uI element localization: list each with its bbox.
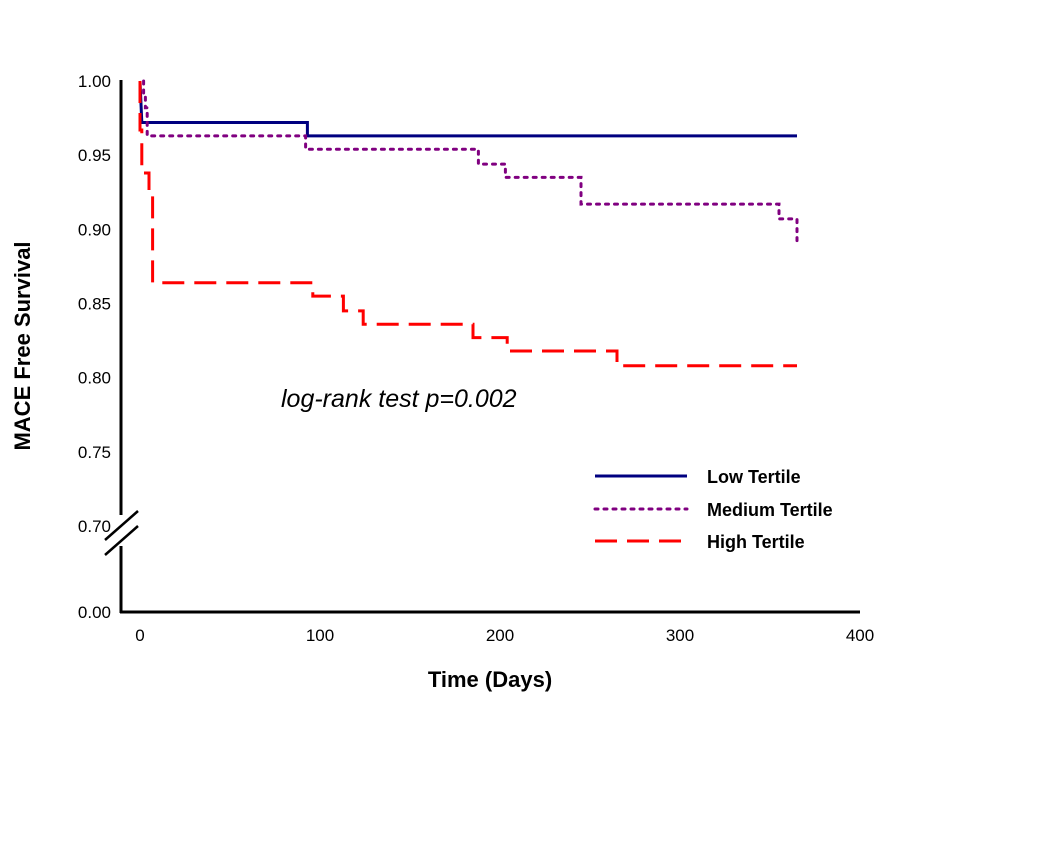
x-tick-label: 200 bbox=[486, 626, 514, 645]
axes bbox=[104, 80, 860, 614]
series-line-high bbox=[138, 81, 797, 368]
y-tick-label: 0.80 bbox=[78, 369, 111, 388]
y-tick-label: 0.00 bbox=[78, 603, 111, 622]
series-line-medium bbox=[142, 79, 799, 245]
y-tick-label: 0.70 bbox=[78, 517, 111, 536]
x-axis-title: Time (Days) bbox=[428, 667, 552, 692]
y-tick-label: 0.90 bbox=[78, 220, 111, 239]
legend-label-medium: Medium Tertile bbox=[707, 500, 833, 520]
series-lines bbox=[138, 79, 799, 368]
legend-label-low: Low Tertile bbox=[707, 467, 801, 487]
x-tick-label: 300 bbox=[666, 626, 694, 645]
y-tick-label: 0.85 bbox=[78, 295, 111, 314]
x-tick-label: 100 bbox=[306, 626, 334, 645]
y-tick-label: 1.00 bbox=[78, 72, 111, 91]
legend: Low Tertile Medium Tertile High Tertile bbox=[593, 467, 833, 552]
axis-ticks: 1.00 0.95 0.90 0.85 0.80 0.75 0.70 0.00 0 100 200 3… bbox=[78, 72, 874, 645]
x-tick-label: 400 bbox=[846, 626, 874, 645]
y-axis-break-mark bbox=[104, 525, 139, 556]
y-tick-label: 0.75 bbox=[78, 443, 111, 462]
y-axis-title: MACE Free Survival bbox=[10, 241, 35, 450]
legend-label-high: High Tertile bbox=[707, 532, 805, 552]
y-axis-break-mark bbox=[104, 510, 139, 541]
log-rank-annotation: log-rank test p=0.002 bbox=[281, 385, 517, 413]
y-tick-label: 0.95 bbox=[78, 146, 111, 165]
x-tick-label: 0 bbox=[135, 626, 144, 645]
series-line-low bbox=[138, 80, 797, 138]
